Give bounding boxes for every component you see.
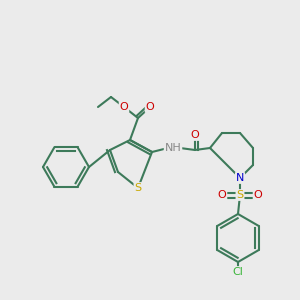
Text: Cl: Cl xyxy=(232,267,243,277)
Text: O: O xyxy=(120,102,128,112)
Text: O: O xyxy=(190,130,200,140)
Text: O: O xyxy=(218,190,226,200)
Text: N: N xyxy=(236,173,244,183)
Text: S: S xyxy=(236,190,244,200)
Text: O: O xyxy=(254,190,262,200)
Text: NH: NH xyxy=(165,143,182,153)
Text: S: S xyxy=(134,183,142,193)
Text: O: O xyxy=(146,102,154,112)
